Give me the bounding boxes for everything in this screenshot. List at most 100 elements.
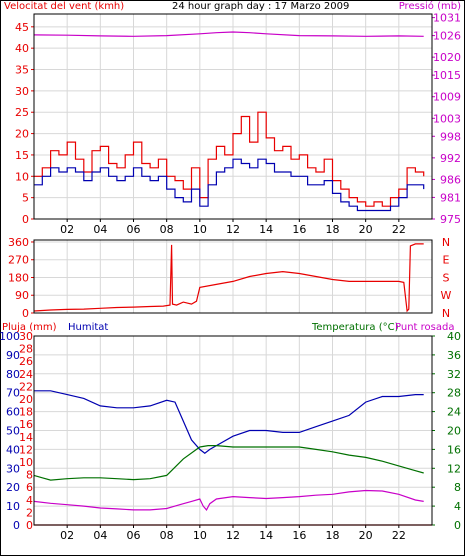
compass-label: N (442, 307, 450, 320)
wind-speed-tick-label: 30 (15, 85, 29, 98)
x-tick-label: 16 (292, 529, 306, 542)
dew_point-line (33, 489, 424, 511)
x-tick-label: 20 (359, 529, 373, 542)
wind-axis-title: Velocitat del vent (kmh) (4, 1, 125, 12)
temperature-tick-label: 16 (447, 443, 461, 456)
x-tick-label: 18 (326, 223, 340, 236)
x-tick-label: 02 (60, 223, 74, 236)
x-tick-label: 22 (392, 223, 406, 236)
humidity-tick-label: 40 (6, 443, 20, 456)
x-tick-label: 02 (60, 529, 74, 542)
wind-panel-frame (33, 13, 433, 220)
gust-line (34, 111, 425, 207)
pressure-tick-label: 1015 (433, 69, 461, 82)
x-tick-label: 12 (226, 223, 240, 236)
wind-speed-tick-label: 45 (15, 21, 29, 34)
rain-axis-title: Pluja (mm) (2, 322, 57, 333)
x-tick-label: 10 (193, 529, 207, 542)
compass-label: W (441, 289, 452, 302)
temperature-axis-title: Temperatura (°C) (312, 322, 399, 333)
rain-tick-label: 2 (26, 506, 33, 519)
wind-speed-tick-label: 15 (15, 149, 29, 162)
temperature-tick-label: 28 (447, 387, 461, 400)
x-tick-label: 04 (93, 223, 107, 236)
humidity-axis-title: Humitat (68, 322, 109, 333)
x-tick-label: 04 (93, 529, 107, 542)
direction-tick-label: 360 (8, 236, 29, 249)
wind-speed-tick-label: 35 (15, 64, 29, 77)
rain-tick-label: 28 (19, 343, 33, 356)
rain-tick-label: 24 (19, 368, 33, 381)
compass-label: S (443, 271, 450, 284)
average-line (34, 158, 425, 212)
pressure-tick-label: 1020 (433, 51, 461, 64)
x-tick-label: 08 (160, 223, 174, 236)
rain-tick-label: 10 (19, 456, 33, 469)
rain-tick-label: 12 (19, 443, 33, 456)
rain-tick-label: 0 (26, 519, 33, 532)
temperature-tick-label: 32 (447, 368, 461, 381)
humidity-tick-label: 50 (6, 425, 20, 438)
rain-tick-label: 26 (19, 355, 33, 368)
wind-speed-tick-label: 40 (15, 42, 29, 55)
temperature-line (33, 445, 424, 481)
humidity-tick-label: 90 (6, 349, 20, 362)
wind-speed-tick-label: 0 (22, 213, 29, 226)
wind-speed-tick-label: 25 (15, 106, 29, 119)
pressure-tick-label: 1003 (433, 112, 461, 125)
rain-tick-label: 18 (19, 406, 33, 419)
temperature-tick-label: 36 (447, 349, 461, 362)
rain-tick-label: 30 (19, 330, 33, 343)
x-tick-label: 12 (226, 529, 240, 542)
x-tick-label: 16 (292, 223, 306, 236)
humidity-tick-label: 70 (6, 387, 20, 400)
humidity-tick-label: 20 (6, 481, 20, 494)
x-tick-label: 06 (127, 529, 141, 542)
x-tick-label: 14 (259, 529, 273, 542)
direction-tick-label: 90 (15, 289, 29, 302)
x-tick-label: 10 (193, 223, 207, 236)
humidity-tick-label: 100 (0, 330, 20, 343)
direction-panel-frame (33, 239, 433, 314)
temperature-tick-label: 40 (447, 330, 461, 343)
direction-tick-label: 0 (22, 307, 29, 320)
humidity-tick-label: 60 (6, 406, 20, 419)
compass-label: E (443, 254, 450, 267)
rain-tick-label: 4 (26, 494, 33, 507)
pressure-axis-title: Pressió (mb) (398, 1, 461, 12)
temperature-tick-label: 0 (454, 519, 461, 532)
chart-title: 24 hour graph day : 17 Marzo 2009 (172, 1, 350, 12)
x-tick-label: 18 (326, 529, 340, 542)
x-tick-label: 14 (259, 223, 273, 236)
pressure-tick-label: 1009 (433, 91, 461, 104)
humidity-tick-label: 80 (6, 368, 20, 381)
temperature-tick-label: 20 (447, 425, 461, 438)
temperature-tick-label: 4 (454, 500, 461, 513)
rain-tick-label: 8 (26, 469, 33, 482)
compass-label: N (442, 236, 450, 249)
pressure-tick-label: 986 (440, 173, 461, 186)
humidity-tick-label: 30 (6, 462, 20, 475)
temperature-tick-label: 12 (447, 462, 461, 475)
x-tick-label: 22 (392, 529, 406, 542)
humidity-panel-frame (33, 335, 433, 526)
pressure-tick-label: 998 (440, 130, 461, 143)
wind-speed-tick-label: 20 (15, 128, 29, 141)
pressure-tick-label: 992 (440, 152, 461, 165)
direction-line (33, 243, 424, 313)
dew-point-axis-title: Punt rosada (395, 322, 455, 333)
pressure-tick-label: 1026 (433, 30, 461, 43)
rain-tick-label: 16 (19, 418, 33, 431)
pressure-tick-label: 981 (440, 191, 461, 204)
pressure-tick-label: 975 (440, 213, 461, 226)
humidity-line (34, 390, 424, 454)
x-tick-label: 06 (127, 223, 141, 236)
temperature-tick-label: 24 (447, 406, 461, 419)
temperature-tick-label: 8 (454, 481, 461, 494)
rain-tick-label: 14 (19, 431, 33, 444)
rain-tick-label: 6 (26, 481, 33, 494)
humidity-tick-label: 10 (6, 500, 20, 513)
wind-speed-tick-label: 10 (15, 170, 29, 183)
rain-tick-label: 22 (19, 380, 33, 393)
humidity-tick-label: 0 (13, 519, 20, 532)
